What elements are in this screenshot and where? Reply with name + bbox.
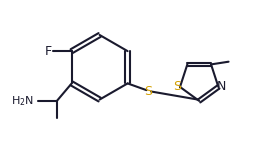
Text: S: S xyxy=(144,85,152,98)
Text: F: F xyxy=(45,45,52,58)
Text: S: S xyxy=(173,81,181,94)
Text: N: N xyxy=(216,81,226,94)
Text: H$_2$N: H$_2$N xyxy=(11,94,34,108)
